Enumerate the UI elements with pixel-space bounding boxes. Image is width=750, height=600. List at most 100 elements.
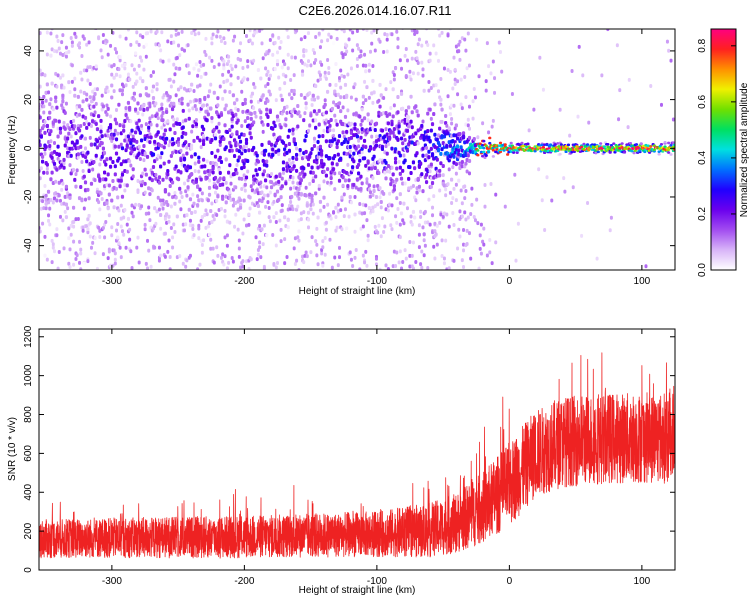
heatmap-cell-1509 bbox=[236, 118, 240, 123]
heatmap-cell-2005 bbox=[302, 166, 306, 171]
heatmap-cell-2479 bbox=[365, 29, 369, 33]
heatmap-cell-1179 bbox=[193, 32, 197, 37]
heatmap-cell-167 bbox=[58, 126, 63, 131]
heatmap-cell-3022 bbox=[436, 148, 441, 153]
heatmap-cell-3121 bbox=[450, 177, 454, 182]
heatmap-cell-182 bbox=[61, 33, 65, 38]
heatmap-cell-1821 bbox=[278, 45, 282, 50]
heatmap-cell-1326 bbox=[212, 64, 216, 69]
heatmap-cell-1646 bbox=[254, 168, 258, 173]
heatmap-cell-627 bbox=[119, 162, 123, 167]
heatmap-cell-1421 bbox=[224, 200, 228, 205]
heatmap-cell-3783 bbox=[643, 150, 647, 154]
heatmap-cell-2871 bbox=[417, 245, 421, 250]
heatmap-cell-2195 bbox=[327, 120, 331, 125]
heatmap-cell-2789 bbox=[405, 148, 410, 153]
heatmap-cell-1292 bbox=[207, 192, 212, 197]
heatmap-cell-1204 bbox=[196, 184, 200, 189]
heatmap-cell-172 bbox=[60, 201, 64, 206]
heatmap-cell-1390 bbox=[221, 252, 225, 257]
heatmap-cell-414 bbox=[92, 65, 96, 70]
heatmap-cell-1746 bbox=[268, 92, 272, 97]
heatmap-cell-1705 bbox=[262, 184, 266, 189]
heatmap-cell-1577 bbox=[246, 77, 250, 82]
heatmap-cell-577 bbox=[113, 261, 117, 266]
heatmap-cell-3741 bbox=[627, 77, 631, 82]
heatmap-cell-40 bbox=[42, 104, 46, 109]
heatmap-cell-708 bbox=[130, 128, 134, 133]
heatmap-cell-1242 bbox=[202, 62, 206, 67]
heatmap-cell-275 bbox=[73, 177, 77, 182]
heatmap-cell-1873 bbox=[285, 254, 289, 259]
heatmap-cell-1849 bbox=[281, 109, 285, 114]
heatmap-cell-2992 bbox=[433, 256, 437, 261]
heatmap-cell-725 bbox=[132, 147, 136, 152]
heatmap-cell-1150 bbox=[188, 165, 193, 170]
heatmap-cell-1661 bbox=[256, 68, 261, 73]
heatmap-cell-2290 bbox=[340, 73, 344, 78]
heatmap-cell-1991 bbox=[301, 254, 305, 259]
heatmap-cell-2442 bbox=[360, 130, 364, 135]
heatmap-cell-1128 bbox=[186, 178, 190, 183]
heatmap-cell-2925 bbox=[425, 145, 429, 150]
heatmap-cell-1304 bbox=[209, 208, 213, 213]
heatmap-cell-1727 bbox=[265, 233, 269, 238]
heatmap-cell-239 bbox=[68, 127, 72, 132]
heatmap-cell-265 bbox=[72, 167, 76, 172]
heatmap-cell-2679 bbox=[391, 172, 395, 177]
heatmap-cell-1573 bbox=[244, 140, 249, 145]
heatmap-cell-109 bbox=[51, 107, 55, 112]
heatmap-cell-1921 bbox=[291, 180, 295, 185]
heatmap-cell-3516 bbox=[546, 149, 550, 153]
heatmap-cell-2480 bbox=[365, 85, 369, 90]
heatmap-cell-2972 bbox=[431, 213, 435, 218]
heatmap-cell-2657 bbox=[389, 223, 393, 228]
heatmap-cell-3323 bbox=[484, 79, 488, 84]
heatmap-cell-2387 bbox=[353, 229, 357, 234]
heatmap-cell-828 bbox=[147, 205, 151, 210]
heatmap-cell-2485 bbox=[366, 118, 370, 123]
heatmap-cell-161 bbox=[57, 152, 61, 157]
heatmap-cell-2281 bbox=[339, 95, 343, 100]
heatmap-cell-3178 bbox=[458, 234, 462, 239]
heatmap-cell-3545 bbox=[558, 107, 562, 112]
heatmap-cell-1474 bbox=[231, 197, 235, 202]
heatmap-cell-1356 bbox=[216, 148, 220, 153]
heatmap-cell-2966 bbox=[429, 184, 433, 189]
heatmap-cell-2691 bbox=[394, 263, 398, 268]
heatmap-cell-214 bbox=[64, 202, 69, 207]
heatmap-cell-2263 bbox=[336, 263, 340, 268]
snr-x-tick-label: -200 bbox=[234, 576, 254, 587]
heatmap-cell-2161 bbox=[323, 252, 327, 257]
heatmap-cell-585 bbox=[115, 186, 119, 191]
heatmap-cell-1677 bbox=[259, 115, 263, 120]
heatmap-cell-143 bbox=[55, 167, 59, 172]
heatmap-cell-3242 bbox=[466, 215, 470, 220]
heatmap-cell-3399 bbox=[506, 153, 510, 156]
heatmap-cell-1188 bbox=[194, 98, 198, 103]
heatmap-cell-39 bbox=[42, 110, 46, 115]
snr-x-tick-label: 0 bbox=[507, 576, 513, 587]
heatmap-cell-2431 bbox=[359, 49, 363, 54]
heatmap-cell-3187 bbox=[459, 77, 463, 82]
heatmap-cell-3156 bbox=[454, 162, 458, 167]
heatmap-cell-1669 bbox=[258, 240, 262, 245]
heatmap-cell-397 bbox=[89, 105, 93, 110]
heatmap-cell-1201 bbox=[196, 73, 200, 78]
heatmap-cell-1800 bbox=[276, 50, 279, 55]
heatmap-cell-2288 bbox=[340, 227, 344, 232]
heatmap-cell-499 bbox=[103, 235, 107, 240]
heatmap-cell-2160 bbox=[323, 235, 327, 240]
heatmap-cell-3213 bbox=[463, 196, 467, 201]
heatmap-cell-1829 bbox=[279, 227, 283, 232]
heatmap-cell-2061 bbox=[310, 102, 314, 107]
heatmap-cell-1621 bbox=[252, 105, 256, 110]
heatmap-cell-3550 bbox=[559, 143, 563, 146]
heatmap-cell-2585 bbox=[379, 234, 383, 239]
heatmap-cell-1636 bbox=[253, 85, 257, 90]
heatmap-cell-2206 bbox=[329, 216, 333, 221]
heatmap-cell-2388 bbox=[353, 255, 357, 260]
heatmap-cell-3454 bbox=[525, 145, 529, 149]
heatmap-cell-45 bbox=[43, 73, 47, 78]
heatmap-cell-2244 bbox=[334, 118, 338, 123]
